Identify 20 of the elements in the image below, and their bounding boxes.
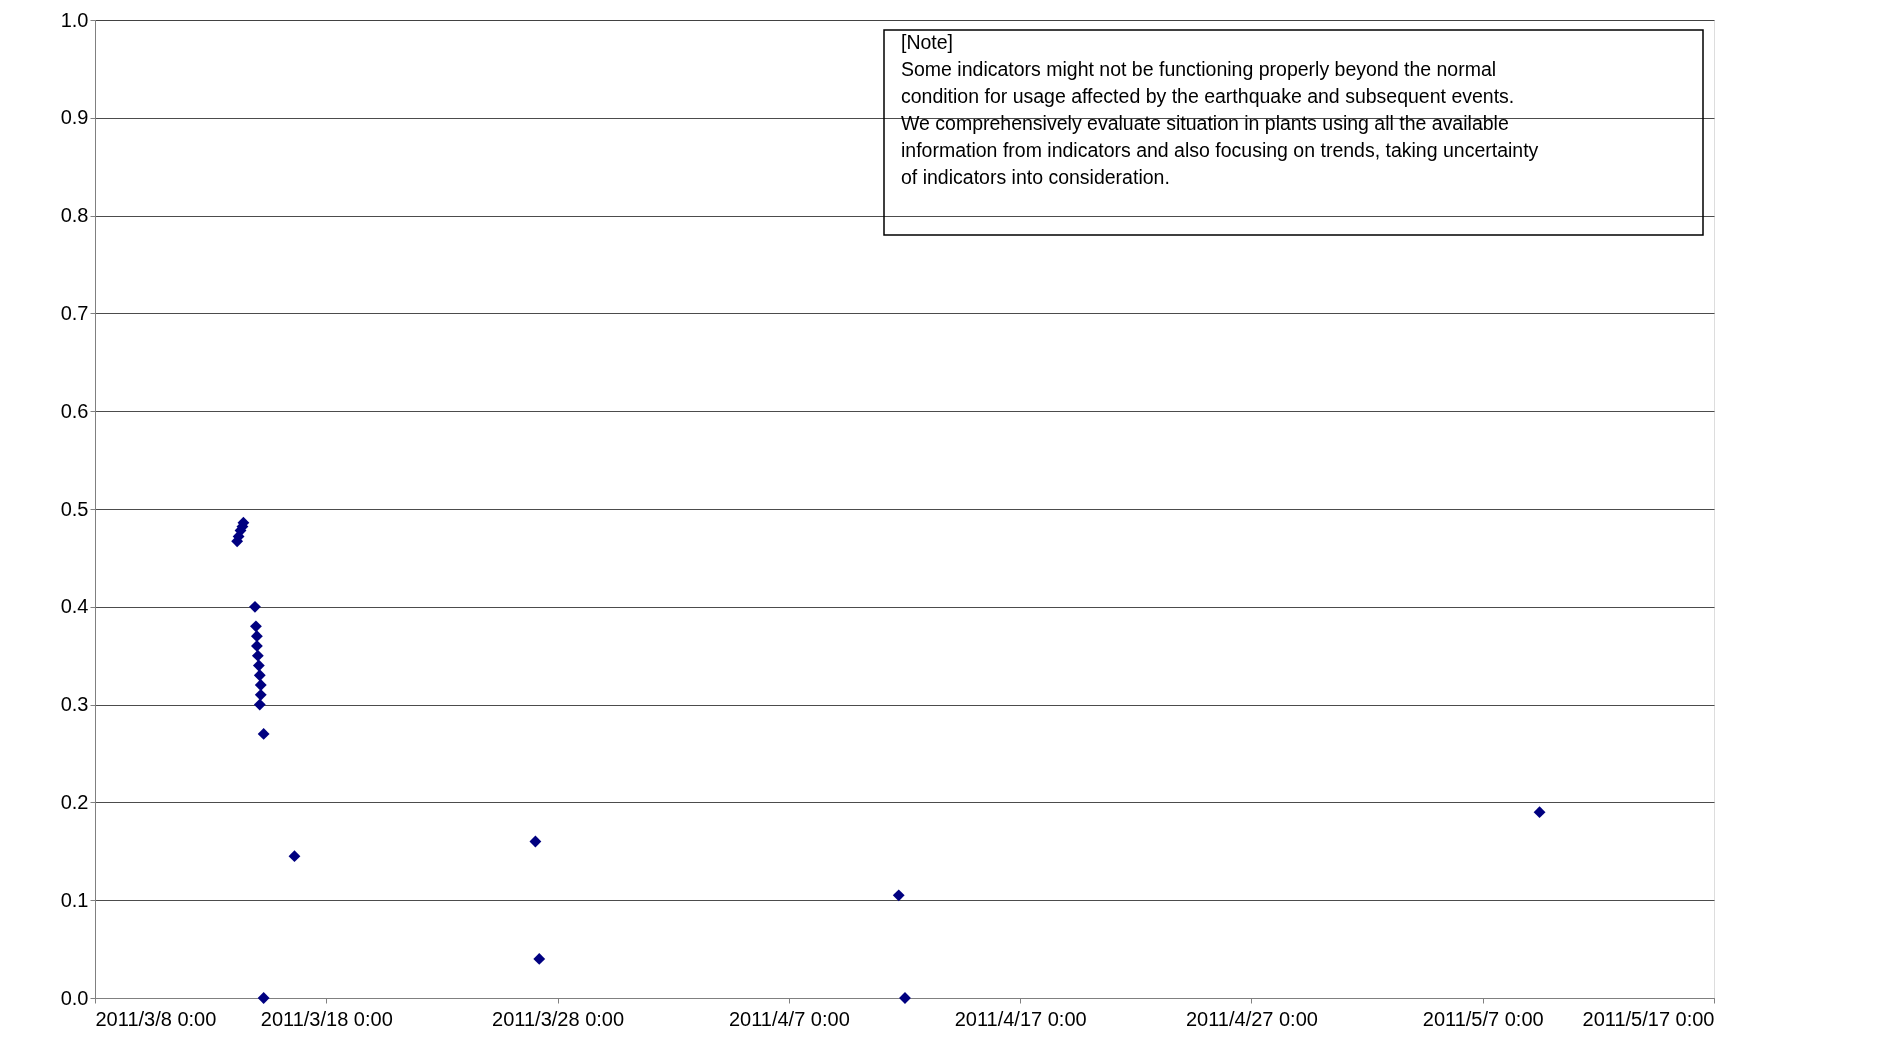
x-tick-label: 2011/3/28 0:00 <box>492 1007 625 1030</box>
y-tick-label: 0.2 <box>60 790 89 813</box>
annotation: [Note] Some indicators might not be functioning properly beyond the normal condition for usage affected by the earthquake and subsequent events. We comprehensively evaluate situation in plants using all the available information from indicators and also focusing on trends, taking uncertainty of indicators into consideration. <box>901 31 1539 188</box>
y-tick-label: 0.6 <box>60 399 89 422</box>
x-tick-label: 2011/4/7 0:00 <box>728 1007 850 1030</box>
y-tick-label: 1.0 <box>60 8 89 31</box>
x-tick-label: 2011/4/17 0:00 <box>954 1007 1087 1030</box>
x-tick-label: 2011/3/8 0:00 <box>95 1007 217 1030</box>
y-tick-label: 0.8 <box>60 204 89 227</box>
y-tick-label: 0.9 <box>60 106 89 129</box>
x-tick-label: 2011/4/27 0:00 <box>1185 1007 1318 1030</box>
x-tick-label: 2011/5/7 0:00 <box>1422 1007 1544 1030</box>
y-tick-label: 0.7 <box>60 301 89 324</box>
y-tick-label: 0.5 <box>60 497 89 520</box>
y-tick-label: 0.3 <box>60 693 89 716</box>
y-tick-label: 0.4 <box>60 595 89 618</box>
y-tick-label: 0.0 <box>60 986 89 1009</box>
x-tick-label: 2011/5/17 0:00 <box>1582 1007 1715 1030</box>
y-tick-label: 0.1 <box>60 888 89 911</box>
x-tick-label: 2011/3/18 0:00 <box>260 1007 393 1030</box>
